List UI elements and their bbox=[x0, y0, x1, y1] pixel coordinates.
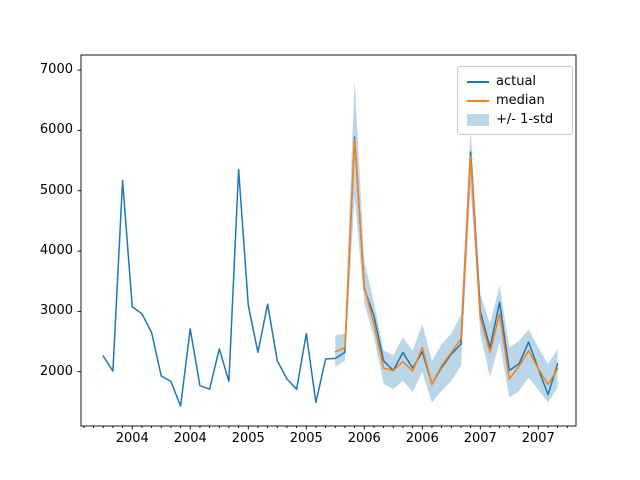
x-tick-label: 2004 bbox=[173, 431, 207, 446]
x-tick-label: 2004 bbox=[115, 431, 149, 446]
legend-label-median: median bbox=[496, 93, 545, 108]
x-tick-label: 2006 bbox=[405, 431, 439, 446]
plot-border bbox=[80, 54, 577, 427]
x-axis-ticks bbox=[83, 426, 568, 430]
x-tick-label: 2007 bbox=[463, 431, 497, 446]
legend-label-actual: actual bbox=[496, 74, 537, 89]
x-tick-label: 2005 bbox=[289, 431, 323, 446]
median-line bbox=[334, 138, 559, 386]
legend-line-swatch-actual bbox=[467, 80, 489, 83]
x-tick-label: 2007 bbox=[521, 431, 555, 446]
legend-patch-swatch-std-band bbox=[467, 113, 489, 126]
legend-label-std-band: +/- 1-std bbox=[496, 112, 554, 127]
y-axis-ticks bbox=[77, 69, 81, 373]
legend: actual median +/- 1-std bbox=[457, 66, 573, 135]
y-tick-label: 5000 bbox=[39, 182, 73, 198]
y-tick-label: 4000 bbox=[39, 243, 73, 259]
actual-line bbox=[102, 136, 559, 407]
legend-entry-std-band: +/- 1-std bbox=[467, 110, 565, 129]
x-tick-label: 2005 bbox=[231, 431, 265, 446]
legend-entry-actual: actual bbox=[467, 72, 565, 91]
legend-line-swatch-median bbox=[467, 99, 489, 102]
y-tick-label: 6000 bbox=[39, 122, 73, 138]
x-tick-label: 2006 bbox=[347, 431, 381, 446]
legend-entry-median: median bbox=[467, 91, 565, 110]
y-tick-label: 7000 bbox=[39, 62, 73, 78]
y-tick-label: 2000 bbox=[39, 363, 73, 379]
y-tick-label: 3000 bbox=[39, 303, 73, 319]
